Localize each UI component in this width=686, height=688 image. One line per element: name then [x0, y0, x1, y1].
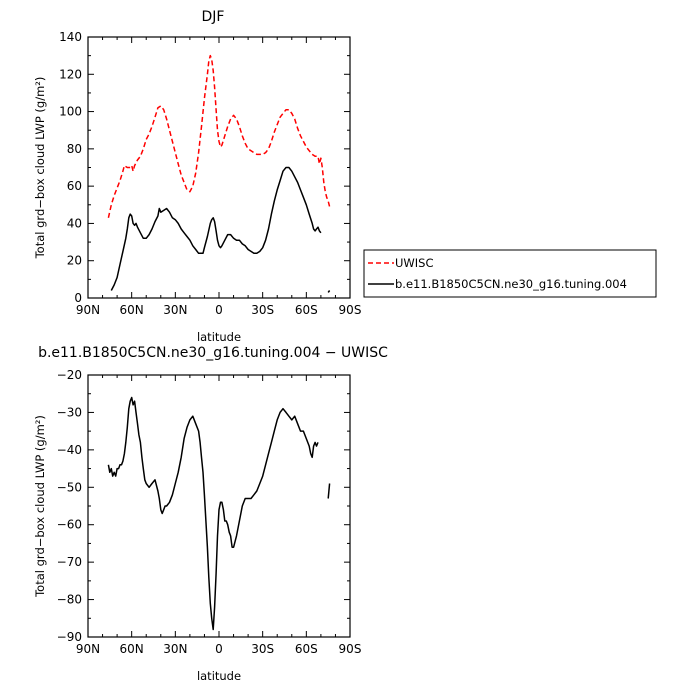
y-tick-label: 100: [59, 105, 82, 119]
y-tick-label: 60: [67, 179, 82, 193]
series-line-2: [110, 166, 322, 291]
y-tick-label: 140: [59, 30, 82, 44]
x-tick-label: 30N: [163, 303, 187, 317]
x-tick-label: 30S: [251, 642, 274, 656]
y-axis-label: Total grd−box cloud LWP (g/m²): [33, 77, 47, 260]
series-line-1: [327, 483, 331, 499]
y-tick-label: 40: [67, 216, 82, 230]
x-tick-label: 90S: [339, 303, 362, 317]
chart-title: DJF: [202, 9, 225, 25]
y-tick-label: 80: [67, 142, 82, 156]
y-tick-label: −90: [57, 630, 82, 644]
x-axis-label: latitude: [197, 330, 241, 344]
y-tick-label: −60: [57, 518, 82, 532]
x-tick-label: 90S: [339, 642, 362, 656]
x-tick-label: 60S: [295, 303, 318, 317]
x-tick-label: 60N: [120, 303, 144, 317]
series-line-2: [327, 290, 331, 293]
y-tick-label: 120: [59, 67, 82, 81]
y-tick-label: −20: [57, 368, 82, 382]
x-tick-label: 0: [215, 303, 223, 317]
x-tick-label: 90N: [76, 642, 100, 656]
y-tick-label: 20: [67, 254, 82, 268]
x-tick-label: 0: [215, 642, 223, 656]
chart-title: b.e11.B1850C5CN.ne30_g16.tuning.004 − UW…: [38, 345, 388, 361]
series-line-1: [107, 396, 319, 631]
y-tick-label: −30: [57, 405, 82, 419]
x-tick-label: 30S: [251, 303, 274, 317]
y-tick-label: −70: [57, 555, 82, 569]
y-tick-label: −80: [57, 593, 82, 607]
x-tick-label: 30N: [163, 642, 187, 656]
legend-label-2: b.e11.B1850C5CN.ne30_g16.tuning.004: [395, 277, 627, 291]
y-axis-label: Total grd−box cloud LWP (g/m²): [33, 415, 47, 598]
legend-box: [363, 249, 657, 298]
chart-panel-top: DJF 90N 60N 30N 0 30S 60S 90S 0 20 40 60 80 100 120 140…: [33, 9, 657, 344]
y-tick-label: −40: [57, 443, 82, 457]
legend-label-1: UWISC: [395, 256, 434, 270]
y-tick-label: 0: [74, 291, 82, 305]
series-line-1: [107, 54, 331, 218]
y-tick-label: −50: [57, 480, 82, 494]
x-tick-label: 60S: [295, 642, 318, 656]
x-tick-label: 90N: [76, 303, 100, 317]
x-tick-label: 60N: [120, 642, 144, 656]
chart-panel-bottom: b.e11.B1850C5CN.ne30_g16.tuning.004 − UW…: [33, 345, 388, 683]
x-axis-label: latitude: [197, 669, 241, 683]
